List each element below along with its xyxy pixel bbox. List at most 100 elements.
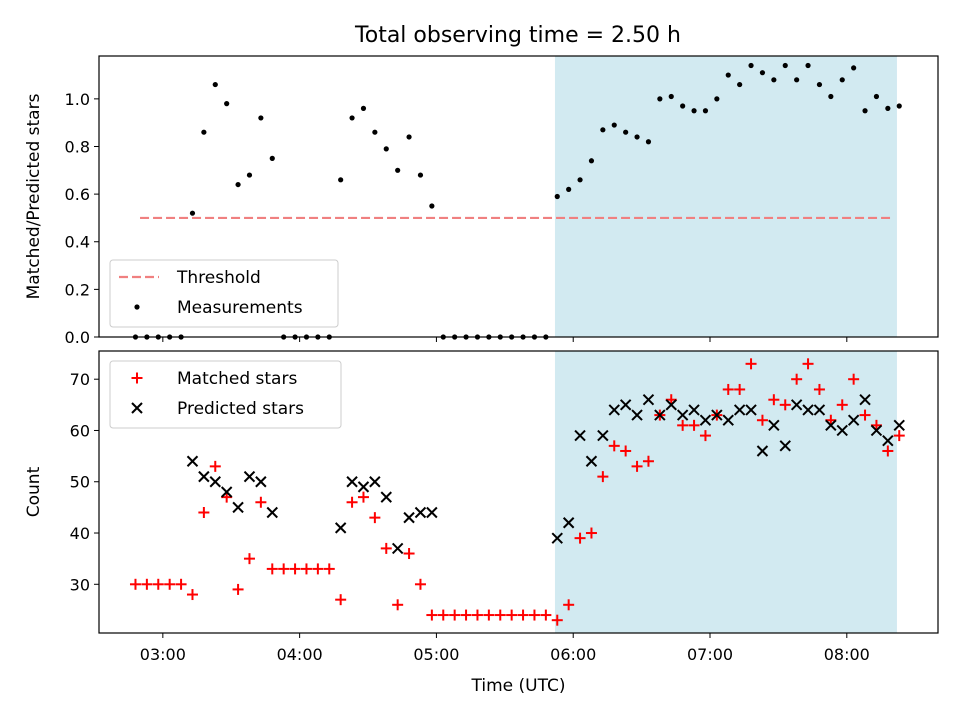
predicted-star-point xyxy=(745,404,757,416)
marker-stroke xyxy=(836,424,848,437)
marker-stroke xyxy=(665,399,677,411)
matched-star-point xyxy=(734,383,746,395)
shaded-region xyxy=(554,56,897,337)
axes-frame xyxy=(98,55,939,338)
marker-stroke xyxy=(711,409,723,421)
measurement-point xyxy=(691,108,697,114)
measurement-point xyxy=(349,115,355,121)
marker-stroke xyxy=(266,506,278,519)
measurement-point xyxy=(566,186,572,192)
predicted-star-point xyxy=(665,399,677,411)
matched-star-point xyxy=(551,614,563,626)
matched-star-point xyxy=(175,578,187,590)
matched-star-point xyxy=(323,563,335,575)
matched-star-point xyxy=(369,512,381,524)
y-axis-label: Matched/Predicted stars xyxy=(24,93,44,299)
matched-star-point xyxy=(141,578,153,590)
marker-stroke xyxy=(597,429,609,442)
measurement-point xyxy=(554,193,560,200)
measurement-point xyxy=(623,129,629,135)
matched-star-point xyxy=(677,419,689,431)
measurement-point xyxy=(269,155,275,161)
legend-plus-swatch xyxy=(131,372,143,384)
marker-stroke xyxy=(779,440,791,452)
predicted-star-point xyxy=(186,455,199,467)
measurement-point xyxy=(680,103,686,109)
y-tick-label: 0.2 xyxy=(65,280,90,299)
predicted-star-point xyxy=(209,476,221,488)
measurement-point xyxy=(759,70,766,76)
matched-star-point xyxy=(688,419,700,431)
predicted-star-point xyxy=(813,404,826,416)
y-tick-label: 1.0 xyxy=(65,90,90,109)
legend-label: Threshold xyxy=(176,268,261,288)
matched-star-point xyxy=(243,553,255,565)
predicted-star-point xyxy=(882,435,894,447)
matched-star-point xyxy=(471,609,483,621)
marker-stroke xyxy=(813,404,826,416)
matched-star-point xyxy=(266,563,278,575)
matched-star-point xyxy=(312,563,324,575)
matched-star-point xyxy=(335,594,347,606)
measurement-point xyxy=(862,108,868,114)
marker-stroke xyxy=(825,419,837,432)
predicted-star-point xyxy=(654,409,666,421)
matched-star-point xyxy=(152,578,164,590)
marker-stroke xyxy=(631,409,643,421)
marker-stroke xyxy=(608,404,620,416)
predicted-star-point xyxy=(676,409,689,421)
matched-star-point xyxy=(221,491,233,503)
marker-stroke xyxy=(870,424,883,437)
marker-stroke xyxy=(756,445,769,457)
legend-cross-swatch xyxy=(131,402,143,414)
marker-stroke xyxy=(722,414,734,426)
y-tick-label: 70 xyxy=(70,370,90,389)
legend: Threshold Measurements xyxy=(109,259,339,328)
matched-star-point xyxy=(768,394,780,406)
matched-star-point xyxy=(699,430,711,442)
matched-star-point xyxy=(745,358,757,370)
predicted-star-point xyxy=(859,394,871,406)
measurement-point xyxy=(395,167,401,173)
measurement-point xyxy=(429,203,435,209)
marker-stroke xyxy=(391,542,404,555)
measurement-point xyxy=(771,77,777,83)
measurement-point xyxy=(246,172,253,178)
measurement-point xyxy=(634,134,640,140)
matched-star-point xyxy=(848,373,860,385)
marker-stroke xyxy=(882,435,894,447)
marker-stroke xyxy=(414,506,427,519)
chart-title: Total observing time = 2.50 h xyxy=(354,23,681,48)
predicted-star-point xyxy=(619,399,632,411)
legend-label: Predicted stars xyxy=(177,399,304,419)
marker-stroke xyxy=(403,511,415,524)
matched-star-point xyxy=(563,599,575,611)
predicted-star-point xyxy=(768,419,780,432)
matched-star-point xyxy=(129,578,141,590)
predicted-star-point xyxy=(790,399,803,411)
measurement-point xyxy=(577,177,583,183)
predicted-star-point xyxy=(255,476,267,488)
matched-star-point xyxy=(631,460,643,472)
measurement-point xyxy=(588,158,595,164)
y-tick-label: 60 xyxy=(70,421,90,440)
x-tick-label: 03:00 xyxy=(140,645,186,664)
predicted-star-point xyxy=(836,424,848,437)
measurement-point xyxy=(828,93,834,100)
predicted-star-point xyxy=(403,511,415,524)
marker-stroke xyxy=(893,419,905,432)
predicted-star-point xyxy=(220,486,233,498)
marker-stroke xyxy=(745,404,757,416)
predicted-star-point xyxy=(802,404,814,416)
matched-star-point xyxy=(642,455,654,467)
matched-star-point xyxy=(426,609,438,621)
measurement-point xyxy=(896,103,902,109)
matched-star-point xyxy=(278,563,290,575)
count-panel: 30 40 50 60 70 03:00 04:00 05:00 06:00 07:00 08:00… xyxy=(24,350,939,696)
measurement-point xyxy=(235,181,241,188)
matched-star-point xyxy=(198,507,210,519)
matched-star-point xyxy=(608,440,620,452)
marker-stroke xyxy=(733,404,746,416)
marker-stroke xyxy=(198,470,210,483)
measurement-point xyxy=(748,62,754,69)
